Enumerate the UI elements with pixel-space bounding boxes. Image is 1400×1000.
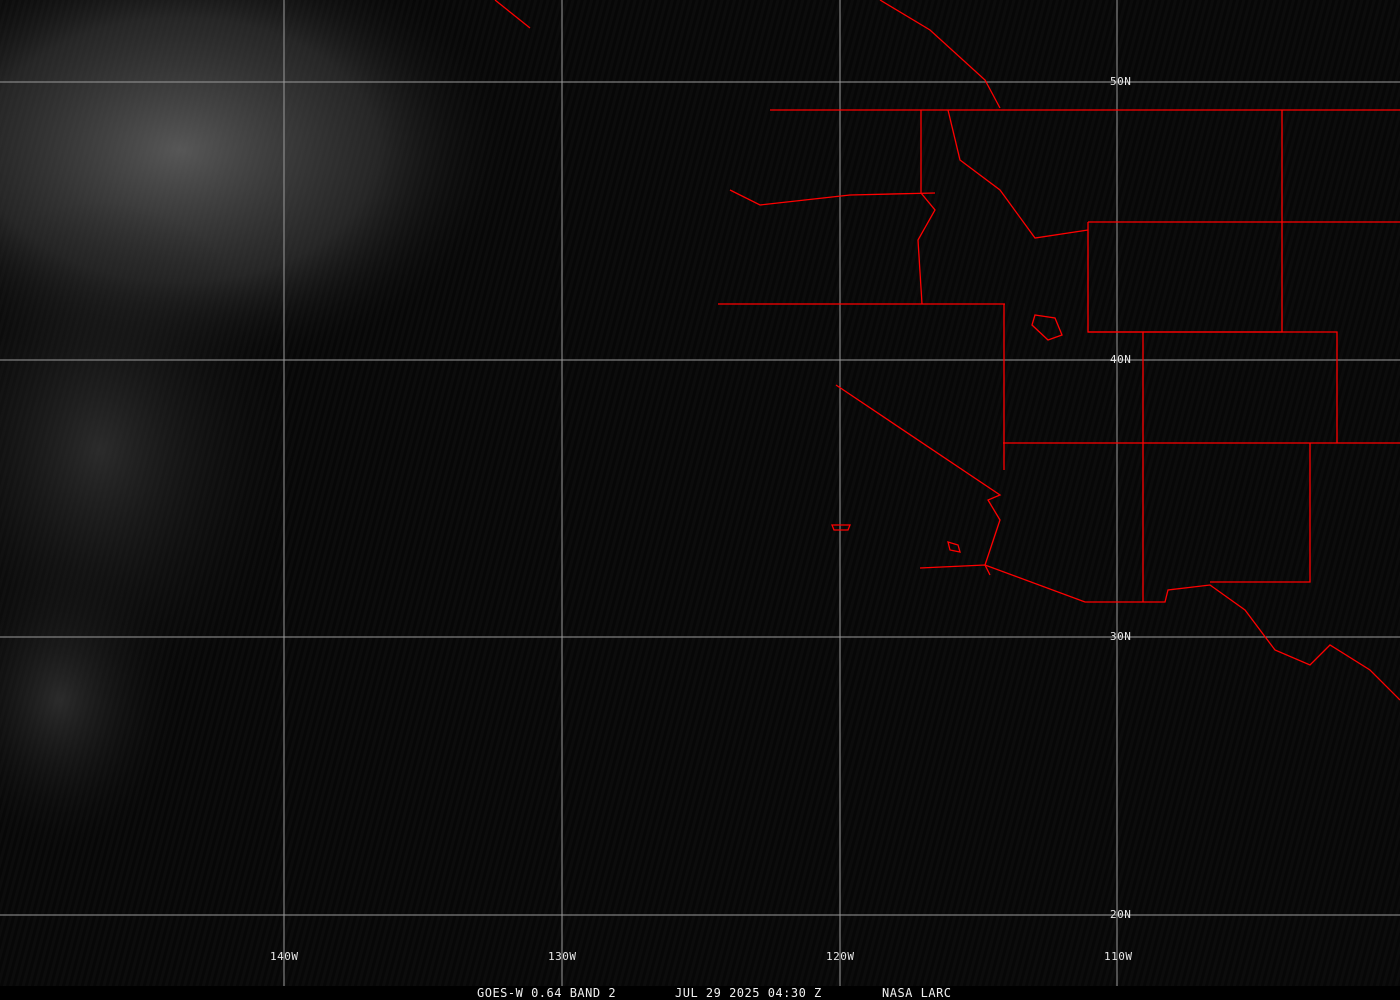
cloud-cover <box>0 0 510 850</box>
lat-label-40n: 40N <box>1110 353 1132 366</box>
lon-label-140w: 140W <box>270 950 299 963</box>
ca-mexico-line <box>984 564 991 576</box>
channel-islands <box>831 524 851 531</box>
image-caption: GOES-W 0.64 BAND 2 JUL 29 2025 04:30 Z N… <box>0 986 1400 1000</box>
caption-product: GOES-W 0.64 BAND 2 <box>477 986 617 1000</box>
canada-coast <box>879 0 1001 109</box>
lat-label-50n: 50N <box>1110 75 1132 88</box>
caption-datetime: JUL 29 2025 04:30 Z <box>675 986 822 1000</box>
lat-label-30n: 30N <box>1110 630 1132 643</box>
lon-label-130w: 130W <box>548 950 577 963</box>
salton-sea <box>947 541 961 553</box>
wa-or-border <box>729 189 936 206</box>
new-mexico-border <box>1210 443 1311 583</box>
montana-east-border <box>1281 110 1400 223</box>
caption-source: NASA LARC <box>882 986 952 1000</box>
ca-nv-border <box>835 384 1002 566</box>
coastline-pacific <box>494 0 531 29</box>
political-boundaries <box>494 0 1400 701</box>
lon-label-110w: 110W <box>1104 950 1133 963</box>
lat-label-20n: 20N <box>1110 908 1132 921</box>
idaho-west-border <box>917 110 936 305</box>
us-mexico-border <box>919 564 1400 701</box>
colorado-border <box>1143 331 1338 443</box>
idaho-montana-border <box>947 109 1089 239</box>
lon-label-120w: 120W <box>826 950 855 963</box>
great-salt-lake <box>1031 314 1063 341</box>
